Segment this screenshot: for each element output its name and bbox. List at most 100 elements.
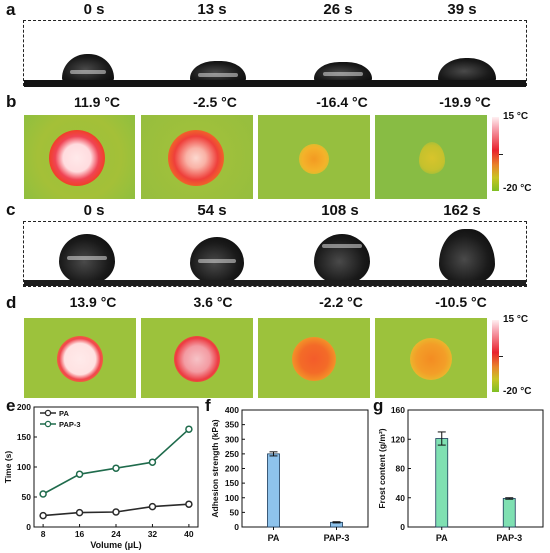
chart-time-vs-volume: 0 50 100 150 200 8 16 24 32 40 Volume (μL) Time (s)…	[3, 402, 199, 550]
x-tick-label: PA	[268, 533, 280, 543]
y-tick-label: 250	[225, 449, 239, 459]
panel-letter-a: a	[6, 0, 16, 19]
bar-PAP-3	[502, 498, 516, 528]
time-label-a-2: 26 s	[323, 1, 353, 18]
x-tick-label: PAP-3	[496, 533, 522, 543]
y-tick-label: 400	[225, 405, 239, 415]
time-label-c-0: 0 s	[83, 202, 105, 219]
time-label-c-2: 108 s	[321, 202, 359, 219]
temp-label-b-1: -2.5 °C	[193, 94, 237, 110]
chart-adhesion-strength: 0 50 100 150 200 250 300 350 400 Adhesion strengt…	[210, 405, 369, 543]
temp-label-d-2: -2.2 °C	[319, 294, 363, 310]
x-tick-label: 40	[184, 529, 194, 539]
data-point-PA	[39, 511, 47, 520]
water-droplet-c-0	[59, 234, 115, 284]
heat-spot	[174, 336, 220, 382]
thermal-image-d-1	[141, 318, 253, 398]
water-droplet-c-2	[314, 234, 370, 284]
panel-letter-b: b	[6, 92, 17, 111]
series-line-PAP-3	[42, 428, 190, 495]
colorbar-min-label-b: -20 °C	[503, 183, 532, 194]
colorbar-max-label-d: 15 °C	[503, 314, 529, 325]
plot-frame	[407, 409, 544, 528]
thermal-image-b-0	[24, 115, 135, 199]
time-label-c-3: 162 s	[443, 202, 481, 219]
temp-label-d-3: -10.5 °C	[435, 294, 487, 310]
time-label-a-3: 39 s	[447, 1, 477, 18]
heat-spot	[419, 142, 445, 174]
y-tick-label: 80	[396, 464, 406, 474]
heat-spot	[57, 336, 103, 382]
data-point-PA	[185, 500, 193, 508]
x-tick-label: 16	[75, 529, 85, 539]
y-tick-label: 120	[391, 434, 405, 444]
data-point-PA	[148, 502, 157, 511]
temp-label-b-0: 11.9 °C	[73, 94, 121, 110]
bar-PA	[267, 453, 280, 528]
y-tick-label: 50	[22, 492, 32, 502]
y-tick-label: 200	[17, 402, 31, 412]
x-axis-label: Volume (μL)	[90, 540, 141, 550]
thermal-image-d-3	[375, 318, 487, 398]
y-tick-label: 200	[225, 464, 239, 474]
y-tick-label: 40	[396, 493, 406, 503]
panel-letter-f: f	[205, 396, 211, 415]
frozen-droplet-c-3	[439, 229, 495, 284]
droplet-image-frame-a	[23, 20, 527, 87]
heat-spot	[49, 130, 105, 186]
thermal-image-b-3	[375, 115, 487, 199]
x-tick-label: 32	[148, 529, 158, 539]
panel-letter-d: d	[6, 293, 17, 312]
y-tick-label: 100	[17, 462, 31, 472]
colorbar-b	[492, 117, 499, 191]
y-axis-label: Frost content (g/m²)	[377, 428, 387, 508]
data-point-PAP-3	[185, 425, 193, 433]
x-tick-label: 24	[111, 529, 121, 539]
data-point-PAP-3	[148, 458, 157, 466]
colorbar-tick	[499, 154, 503, 155]
y-tick-label: 0	[26, 522, 31, 532]
heat-spot	[299, 144, 329, 174]
y-tick-label: 0	[234, 522, 239, 532]
thermal-image-b-2	[258, 115, 370, 199]
droplet-image-frame-c	[23, 221, 527, 287]
y-tick-label: 0	[400, 522, 405, 532]
panel-letter-c: c	[6, 200, 16, 219]
heat-spot	[168, 130, 224, 186]
x-tick-label: 8	[41, 529, 46, 539]
y-tick-label: 350	[225, 420, 239, 430]
y-tick-label: 150	[17, 432, 31, 442]
legend-label: PA	[59, 409, 69, 418]
water-droplet-c-1	[190, 237, 244, 284]
heat-spot	[292, 337, 336, 381]
y-axis-label: Time (s)	[3, 451, 13, 484]
legend-marker	[44, 420, 52, 428]
colorbar-d	[492, 320, 499, 392]
thermal-image-b-1	[141, 115, 253, 199]
x-tick-label: PA	[436, 533, 448, 543]
bar-PA	[435, 438, 449, 528]
time-label-c-1: 54 s	[197, 202, 227, 219]
temp-label-d-1: 3.6 °C	[193, 294, 233, 310]
time-label-a-1: 13 s	[197, 1, 227, 18]
frozen-droplet-a-3	[438, 58, 496, 82]
water-droplet-a-2	[314, 62, 372, 82]
legend-label: PAP-3	[59, 420, 81, 429]
y-tick-label: 150	[225, 478, 239, 488]
x-tick-label: PAP-3	[324, 533, 350, 543]
water-droplet-a-0	[62, 54, 114, 82]
legend-marker	[44, 409, 52, 417]
substrate-c	[24, 280, 526, 286]
colorbar-tick	[499, 356, 503, 357]
data-point-PA	[112, 508, 120, 516]
y-tick-label: 300	[225, 434, 239, 444]
data-point-PA	[75, 508, 84, 517]
colorbar-min-label-d: -20 °C	[503, 386, 532, 397]
colorbar-max-label-b: 15 °C	[503, 111, 529, 122]
data-point-PAP-3	[39, 490, 47, 498]
y-tick-label: 100	[225, 493, 239, 503]
temp-label-b-3: -19.9 °C	[439, 94, 491, 110]
thermal-image-d-2	[258, 318, 370, 398]
y-tick-label: 50	[230, 507, 240, 517]
temp-label-b-2: -16.4 °C	[316, 94, 368, 110]
